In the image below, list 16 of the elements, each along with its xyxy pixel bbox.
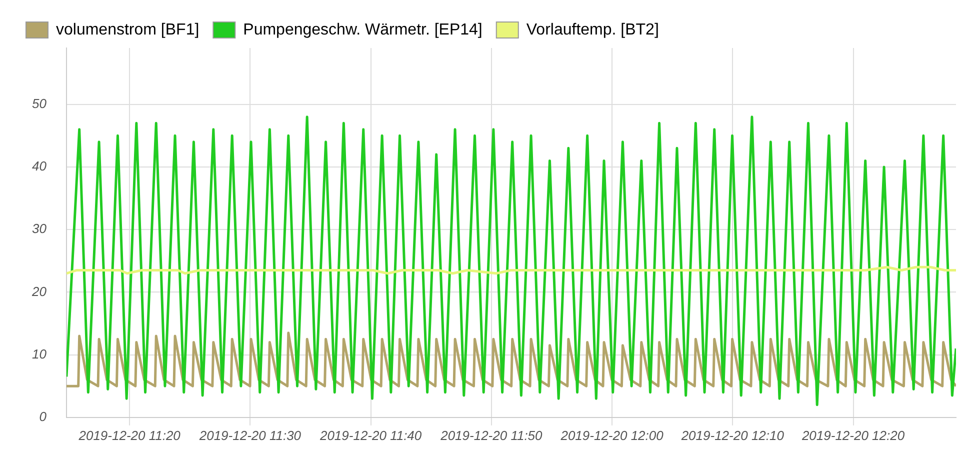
y-tick-label: 0 [39, 409, 48, 424]
x-tick-label: 2019-12-20 12:20 [800, 428, 906, 443]
x-tick-label: 2019-12-20 11:20 [78, 428, 182, 443]
y-tick-label: 20 [30, 284, 48, 299]
x-tick-label: 2019-12-20 12:10 [680, 428, 785, 443]
x-tick-label: 2019-12-20 11:50 [440, 428, 544, 443]
y-tick-label: 10 [32, 346, 48, 362]
x-tick-label: 2019-12-20 11:30 [198, 428, 302, 443]
x-tick-label: 2019-12-20 11:40 [318, 428, 422, 443]
x-tick-label: 2019-12-20 12:00 [560, 428, 664, 443]
legend-label: Vorlauftemp. [BT2] [526, 21, 659, 38]
y-tick-label: 30 [32, 221, 48, 236]
legend-label: volumenstrom [BF1] [56, 21, 200, 38]
y-tick-label: 40 [32, 158, 48, 174]
legend-label: Pumpengeschw. Wärmetr. [EP14] [243, 21, 482, 38]
y-tick-label: 50 [32, 96, 48, 111]
